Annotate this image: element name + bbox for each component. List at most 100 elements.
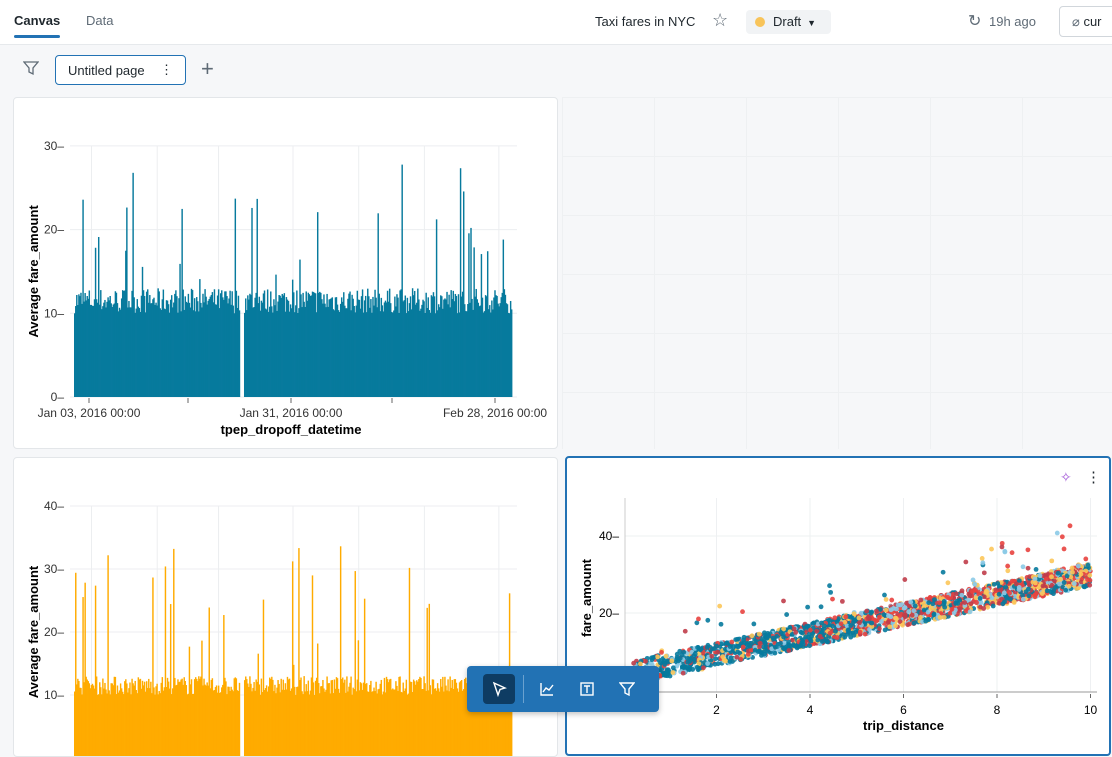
bar <box>358 690 361 756</box>
scatter-point <box>1032 576 1038 582</box>
bar <box>197 681 199 756</box>
bar <box>158 691 160 756</box>
bar <box>470 689 472 756</box>
bar <box>313 292 316 397</box>
scatter-point <box>925 609 931 615</box>
scatter-point <box>738 656 744 662</box>
bar <box>355 691 358 756</box>
bar <box>170 295 173 397</box>
bar <box>75 306 77 397</box>
chart-panel-dropoff-fares[interactable]: 0– 10– 20– 30– Average fare_amount Jan 03, 20… <box>13 97 558 449</box>
bar <box>274 684 276 756</box>
select-tool-button[interactable] <box>483 674 515 704</box>
scatter-point <box>981 594 987 600</box>
bar <box>153 687 155 756</box>
add-filter-button[interactable] <box>611 674 643 704</box>
bar <box>381 305 384 397</box>
scatter-point <box>1040 583 1046 589</box>
scatter-chart: 2 4 6 8 10 20– 40– trip_distance fare_amount <box>579 498 1097 733</box>
bar <box>361 689 364 756</box>
scatter-point <box>1051 591 1056 597</box>
filter-icon[interactable] <box>22 60 40 81</box>
dashboard-title[interactable]: Taxi fares in NYC <box>595 14 696 29</box>
bar <box>304 691 306 756</box>
scatter-point <box>981 606 987 611</box>
bar <box>480 678 483 756</box>
header-action-button[interactable]: ⌀ cur <box>1059 6 1112 37</box>
bar <box>352 298 354 397</box>
bar <box>192 693 195 756</box>
scatter-point <box>649 661 655 667</box>
bar <box>295 694 297 756</box>
scatter-point <box>807 643 813 649</box>
sparkle-ai-icon[interactable]: ✧ <box>1060 469 1072 485</box>
add-text-button[interactable] <box>571 674 603 704</box>
scatter-point <box>807 627 813 633</box>
bar <box>471 298 473 397</box>
bar <box>169 604 172 756</box>
star-icon[interactable]: ☆ <box>712 10 729 30</box>
kebab-menu-icon[interactable]: ⋮ <box>160 62 173 77</box>
bar <box>233 678 235 756</box>
bar <box>449 676 451 756</box>
scatter-point <box>872 617 878 623</box>
bar <box>75 572 77 756</box>
bar <box>95 299 98 397</box>
bar <box>160 309 162 397</box>
bar <box>222 684 224 756</box>
bar <box>460 680 463 756</box>
bar <box>127 692 129 756</box>
refresh-icon[interactable]: ↻ <box>968 13 982 30</box>
scatter-point <box>1087 582 1093 588</box>
bar <box>469 302 471 397</box>
bar <box>206 682 208 756</box>
bar <box>369 307 371 397</box>
bar <box>93 299 96 397</box>
status-dropdown[interactable]: Draft ▼ <box>746 10 831 34</box>
bar <box>441 296 443 397</box>
scatter-point <box>826 622 832 628</box>
add-page-icon[interactable]: + <box>201 56 214 81</box>
bar-chart-dark: 0– 10– 20– 30– Average fare_amount Jan 03, 20… <box>26 139 547 437</box>
kebab-menu-icon[interactable]: ⋮ <box>1086 469 1101 486</box>
scatter-point <box>996 591 1002 597</box>
bar <box>337 688 340 756</box>
bar <box>356 679 359 756</box>
scatter-point <box>893 615 898 621</box>
bar <box>286 299 289 397</box>
bar <box>125 679 127 756</box>
scatter-point <box>705 661 711 666</box>
bar <box>399 290 401 397</box>
add-chart-button[interactable] <box>531 674 563 704</box>
scatter-point <box>972 581 978 587</box>
bar <box>209 688 212 756</box>
chart-panel-fares-yellow[interactable]: 10– 20– 30– 40– Average fare_amount <box>13 457 558 757</box>
bar <box>156 305 158 397</box>
bar <box>408 303 411 397</box>
tab-canvas[interactable]: Canvas <box>14 13 61 38</box>
bar <box>206 304 208 397</box>
scatter-point <box>665 658 670 664</box>
bar <box>83 301 85 397</box>
scatter-point <box>786 648 792 653</box>
bar <box>296 290 298 397</box>
tab-data[interactable]: Data <box>86 13 114 28</box>
scatter-point <box>885 619 891 625</box>
scatter-point <box>912 603 918 609</box>
bar <box>133 685 135 756</box>
scatter-point <box>770 635 776 641</box>
bar <box>181 208 183 397</box>
scatter-point <box>853 629 859 635</box>
scatter-point <box>1066 583 1072 589</box>
bar <box>177 679 179 756</box>
bar <box>180 311 182 397</box>
bar <box>247 295 249 397</box>
page-tab-untitled[interactable]: Untitled page ⋮ <box>55 55 186 85</box>
bar <box>334 297 337 397</box>
bar <box>185 685 188 756</box>
bar <box>104 682 106 756</box>
scatter-point <box>996 600 1002 606</box>
scatter-point <box>932 597 937 603</box>
bar <box>380 679 383 756</box>
bar <box>271 306 273 397</box>
